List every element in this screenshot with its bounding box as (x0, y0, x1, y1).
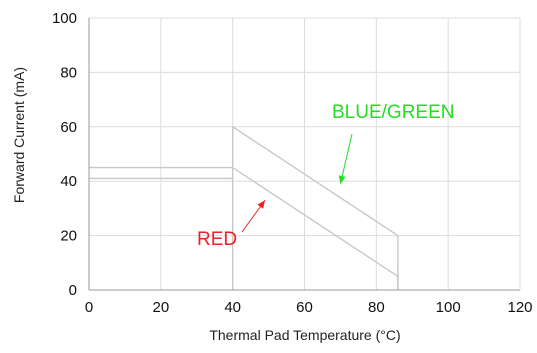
x-tick-label: 100 (436, 299, 461, 316)
annotation-red-arrow-head (257, 200, 265, 209)
y-tick-label: 40 (60, 173, 77, 190)
y-tick-label: 100 (52, 10, 77, 27)
annotation-blue-green-arrow-line (339, 133, 353, 185)
y-tick-label: 80 (60, 64, 77, 81)
x-tick-label: 60 (296, 299, 313, 316)
x-tick-label: 40 (224, 299, 241, 316)
annotation-blue-green-label: BLUE/GREEN (332, 102, 454, 123)
y-tick-label: 20 (60, 228, 77, 245)
series-lines (89, 125, 399, 290)
tick-labels: 0 20 40 60 80 100 120 0 20 40 60 80 100 (52, 10, 533, 316)
y-tick-label: 0 (69, 282, 77, 299)
y-axis-title: Forward Current (mA) (11, 67, 27, 203)
annotation-red-label: RED (197, 229, 237, 250)
gridlines (88, 17, 521, 291)
axes (88, 18, 520, 291)
x-tick-label: 80 (368, 299, 385, 316)
x-tick-label: 120 (507, 299, 532, 316)
x-axis-title: Thermal Pad Temperature (°C) (209, 327, 400, 343)
x-tick-label: 0 (85, 299, 93, 316)
x-tick-label: 20 (152, 299, 169, 316)
y-tick-label: 60 (60, 119, 77, 136)
series-line-red (89, 166, 399, 290)
annotations: BLUE/GREEN RED (197, 102, 454, 250)
series-line-blue-green (231, 125, 399, 290)
annotation-blue-green-arrow-head (338, 175, 346, 184)
